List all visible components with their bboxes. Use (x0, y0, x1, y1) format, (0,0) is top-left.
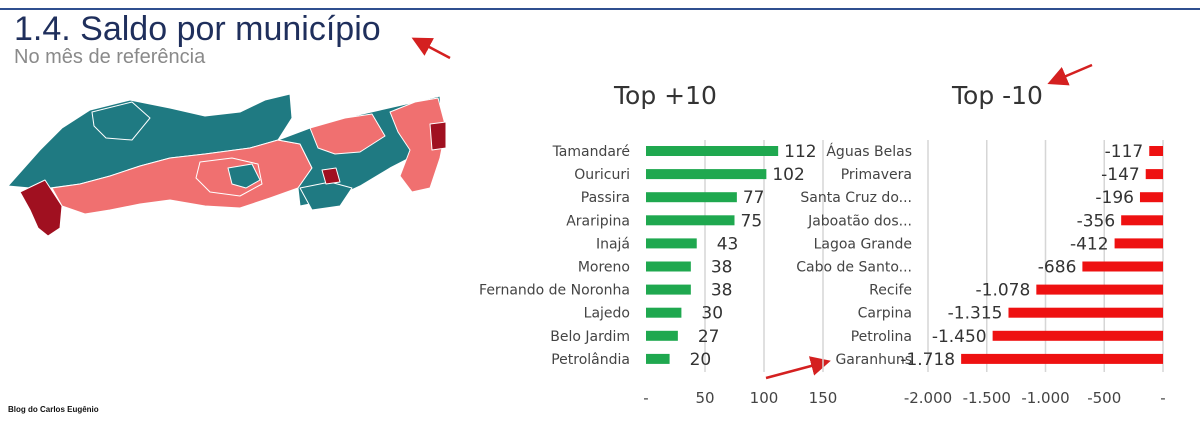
category-label: Fernando de Noronha (479, 283, 630, 299)
data-label: 30 (701, 304, 723, 324)
data-label: -117 (1105, 142, 1144, 162)
header-rule (0, 8, 1200, 10)
arrow-to-top-minus-title (1047, 63, 1093, 86)
tick-label: - (1160, 389, 1165, 407)
bar (646, 215, 735, 226)
data-label: -1.718 (900, 350, 955, 370)
category-label: Águas Belas (826, 143, 912, 160)
bar (646, 307, 682, 318)
page-subtitle: No mês de referência (14, 46, 206, 68)
data-label: -412 (1070, 234, 1109, 254)
category-label: Cabo de Santo... (796, 260, 912, 276)
map-region-north-teal (91, 101, 151, 141)
category-label: Tamandaré (552, 144, 630, 160)
data-label: -686 (1038, 258, 1077, 278)
data-label: 38 (711, 258, 733, 278)
arrow-to-title (411, 37, 451, 60)
category-label: Inajá (596, 236, 630, 252)
tick-label: - (643, 389, 648, 407)
bar (1149, 146, 1163, 156)
tick-label: 100 (750, 389, 779, 407)
map-region-east (309, 113, 386, 155)
tick-label: -1.000 (1021, 389, 1069, 407)
category-label: Lagoa Grande (814, 236, 912, 252)
bar (646, 261, 691, 272)
map-region-dark-east (429, 121, 447, 151)
bar (1139, 192, 1163, 203)
data-label: 77 (743, 188, 765, 208)
bar (1008, 307, 1163, 318)
bar (646, 284, 691, 295)
category-label: Araripina (566, 213, 630, 229)
category-label: Petrolândia (551, 352, 630, 368)
bar (646, 238, 697, 249)
arrow-to-garanhuns (765, 356, 831, 380)
data-label: 112 (784, 142, 816, 162)
category-label: Ouricuri (574, 167, 630, 183)
category-label: Jaboatão dos... (807, 213, 912, 229)
data-label: 38 (711, 281, 733, 301)
bar (1082, 261, 1163, 272)
category-label: Passira (581, 190, 630, 206)
tick-label: -500 (1087, 389, 1121, 407)
page-title: 1.4. Saldo por município (14, 10, 381, 48)
data-label: -1.078 (976, 281, 1031, 301)
bar (992, 330, 1163, 341)
data-label: -356 (1077, 211, 1116, 231)
bar (646, 330, 678, 341)
bar (646, 146, 779, 156)
chart-title-top-negative: Top -10 (952, 81, 1043, 110)
chart-title-top-positive: Top +10 (614, 81, 717, 110)
bar (961, 353, 1163, 364)
category-label: Moreno (578, 260, 630, 276)
category-label: Recife (869, 283, 912, 299)
tick-label: 150 (809, 389, 838, 407)
data-label: -196 (1095, 188, 1134, 208)
data-label: 27 (698, 327, 720, 347)
data-label: 43 (717, 234, 739, 254)
data-label: 20 (690, 350, 712, 370)
bar (1121, 215, 1163, 226)
bar (646, 169, 767, 180)
bar (1036, 284, 1163, 295)
data-label: -1.315 (948, 304, 1003, 324)
data-label: -1.450 (932, 327, 987, 347)
blog-credit: Blog do Carlos Eugênio (8, 405, 99, 414)
map-region-southwest (19, 179, 63, 237)
category-label: Belo Jardim (550, 329, 630, 345)
bar (646, 192, 737, 203)
tick-label: 50 (695, 389, 714, 407)
tick-label: -1.500 (963, 389, 1011, 407)
bar (1114, 238, 1163, 249)
category-label: Santa Cruz do... (800, 190, 912, 206)
map-region-teal-south (299, 181, 353, 211)
category-label: Garanhuns (835, 352, 912, 368)
pernambuco-map (7, 93, 447, 237)
map-region-teal-center (227, 163, 261, 189)
map-region-mata (389, 97, 447, 193)
data-label: -147 (1101, 165, 1140, 185)
bar (646, 353, 670, 364)
category-label: Petrolina (851, 329, 912, 345)
category-label: Primavera (841, 167, 912, 183)
data-label: 75 (741, 211, 763, 231)
category-label: Carpina (858, 306, 912, 322)
map-region-dark-center (321, 167, 341, 185)
data-label: 102 (772, 165, 804, 185)
category-label: Lajedo (584, 306, 630, 322)
bar (1145, 169, 1163, 180)
tick-label: -2.000 (904, 389, 952, 407)
